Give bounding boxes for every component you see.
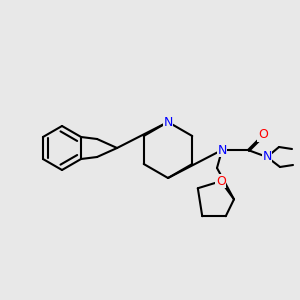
Text: O: O <box>216 175 226 188</box>
Text: N: N <box>262 151 272 164</box>
Text: N: N <box>217 143 227 157</box>
Text: O: O <box>258 128 268 142</box>
Text: N: N <box>163 116 173 128</box>
